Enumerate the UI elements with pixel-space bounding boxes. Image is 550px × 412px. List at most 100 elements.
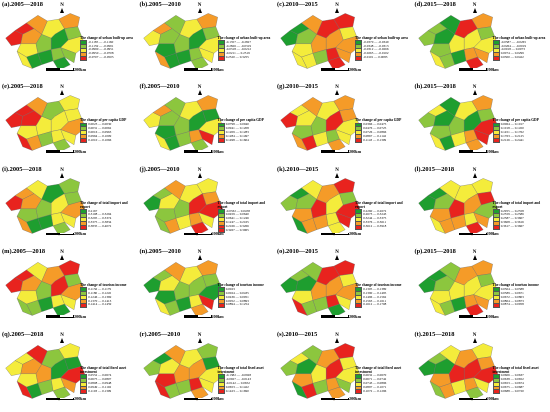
legend-swatch: [80, 138, 87, 144]
legend-swatch: [80, 224, 87, 230]
map-panel: (a).2005—2018 N 200km The change of urban b…: [0, 0, 138, 82]
legend-range: 0.0964 — 0.1009: [88, 133, 112, 138]
map-panel: (f).2005—2010 N 200km The change of per cap…: [138, 82, 276, 164]
legend-range: 0.3608 — 0.3616: [500, 220, 524, 225]
legend-range: 0.0949 — 0.1102: [88, 385, 112, 390]
legend-range: -0.1382 — -0.0928: [225, 373, 251, 378]
legend-range: 0.3108 — 0.3294: [88, 212, 112, 217]
north-arrow-icon: N: [196, 250, 204, 261]
legend-item: 0.3835 — 0.4072: [80, 224, 136, 230]
legend-swatch: [217, 389, 225, 395]
region-shape: [465, 139, 483, 154]
panel-label: (f).2005—2010: [139, 83, 180, 91]
north-arrow-icon: N: [196, 3, 204, 13]
north-label: N: [335, 250, 339, 256]
region-shape: [196, 13, 218, 29]
legend-range: 0.2166 — 0.3266: [225, 224, 249, 229]
region-shape: [190, 139, 208, 154]
scale-label: 200km: [211, 66, 224, 72]
region-map: [280, 95, 361, 154]
north-arrow-icon: N: [196, 168, 204, 178]
scale-bar-graphic: [321, 68, 349, 71]
legend-item: 0.2520 — 0.3255: [217, 55, 274, 61]
legend-range: 0.2559 — 0.2586: [500, 212, 524, 217]
north-label: N: [335, 3, 339, 8]
region-shape: [472, 47, 489, 64]
legend-range: 0.0031 — 0.0062: [88, 125, 112, 130]
scale-bar-graphic: [321, 150, 349, 153]
region-shape: [291, 215, 308, 234]
region-shape: [154, 380, 171, 399]
region-shape: [190, 386, 208, 401]
legend-item: -0.0707 — -0.0505: [80, 55, 136, 61]
legend-title: The change of total fixed asset investme…: [492, 365, 539, 374]
region-shape: [333, 178, 355, 194]
legend-range: 0.1180 — 0.1245: [88, 290, 112, 295]
legend-swatch: [355, 55, 362, 61]
panel-label: (s).2010—2015: [277, 330, 318, 338]
region-shape: [327, 221, 346, 236]
north-arrow-icon: N: [196, 333, 204, 343]
north-arrow-icon: N: [58, 3, 66, 13]
scale-bar-graphic: [183, 68, 212, 71]
panel-label: (a).2005—2018: [2, 1, 44, 8]
scale-bar-graphic: [183, 232, 212, 236]
region-map: [417, 342, 499, 401]
legend-range: 0.1209 — 0.1283: [225, 129, 249, 134]
legend-title: The change of per capita GDP: [80, 118, 127, 123]
north-arrow-icon: N: [471, 85, 479, 96]
region-shape: [471, 260, 493, 276]
legend-range: -0.0990 — -0.0951: [88, 47, 114, 52]
scale-bar-graphic: [458, 150, 487, 153]
legend-swatch: [355, 302, 362, 308]
region-shape: [472, 212, 489, 228]
legend-item: 0.3612 — 0.3918: [355, 224, 411, 230]
scale-bar: 200km: [46, 314, 86, 319]
region-map: [280, 178, 361, 236]
region-shape: [16, 298, 33, 316]
north-arrow-icon: N: [471, 3, 479, 13]
scale-label: 200km: [349, 313, 362, 319]
scale-bar-graphic: [46, 68, 74, 71]
scale-bar-graphic: [458, 315, 487, 318]
region-shape: [333, 13, 355, 29]
map-panel: (o).2010—2015 N 200km The change of tourism…: [275, 247, 413, 329]
north-arrow-icon: N: [58, 333, 66, 343]
region-shape: [16, 133, 33, 152]
legend-title: The change of total import and export: [492, 200, 541, 209]
region-shape: [291, 380, 308, 399]
panel-label: (q).2005—2018: [2, 330, 44, 338]
legend-title: The change of urban built-up area: [80, 36, 133, 40]
legend-range: 0.3376 — 0.3611: [363, 220, 387, 225]
region-shape: [60, 129, 77, 146]
legend: The change of total fixed asset investme…: [492, 365, 549, 395]
north-arrow-icon: N: [333, 85, 341, 96]
scale-bar-graphic: [183, 150, 212, 153]
scale-label: 200km: [74, 66, 87, 72]
legend-item: 0.3267 — 0.3965: [217, 228, 274, 234]
legend-range: -0.1185 — -0.1160: [88, 39, 114, 44]
region-shape: [291, 50, 308, 69]
panel-label: (k).2010—2015: [277, 165, 319, 173]
legend-range: 0.0743 — 0.0896: [363, 381, 387, 386]
legend-item: 0.0894 — 0.1254: [217, 303, 274, 308]
legend-range: 0.0504 — 0.0588: [500, 286, 524, 291]
scale-bar: 200km: [183, 396, 224, 401]
region-shape: [58, 95, 80, 112]
map-panel: (m).2005—2018 N 200km The change of tourism…: [0, 247, 138, 329]
legend-title: The change of per capita GDP: [355, 118, 402, 123]
legend-range: 0.1305 — 0.1389: [363, 286, 387, 291]
region-shape: [60, 212, 77, 228]
region-shape: [465, 386, 483, 401]
scale-label: 200km: [486, 66, 499, 72]
arrow-icon: [335, 172, 339, 178]
region-shape: [291, 298, 308, 316]
region-map: [280, 260, 361, 318]
region-shape: [197, 294, 214, 311]
panel-label: (r).2005—2010: [139, 330, 181, 338]
map-panel: (s).2010—2015 N 200km The change of total f…: [275, 330, 413, 412]
region-map: [417, 13, 499, 71]
panel-label: (j).2005—2010: [139, 165, 180, 173]
region-shape: [16, 380, 33, 399]
region-map: [142, 178, 224, 236]
